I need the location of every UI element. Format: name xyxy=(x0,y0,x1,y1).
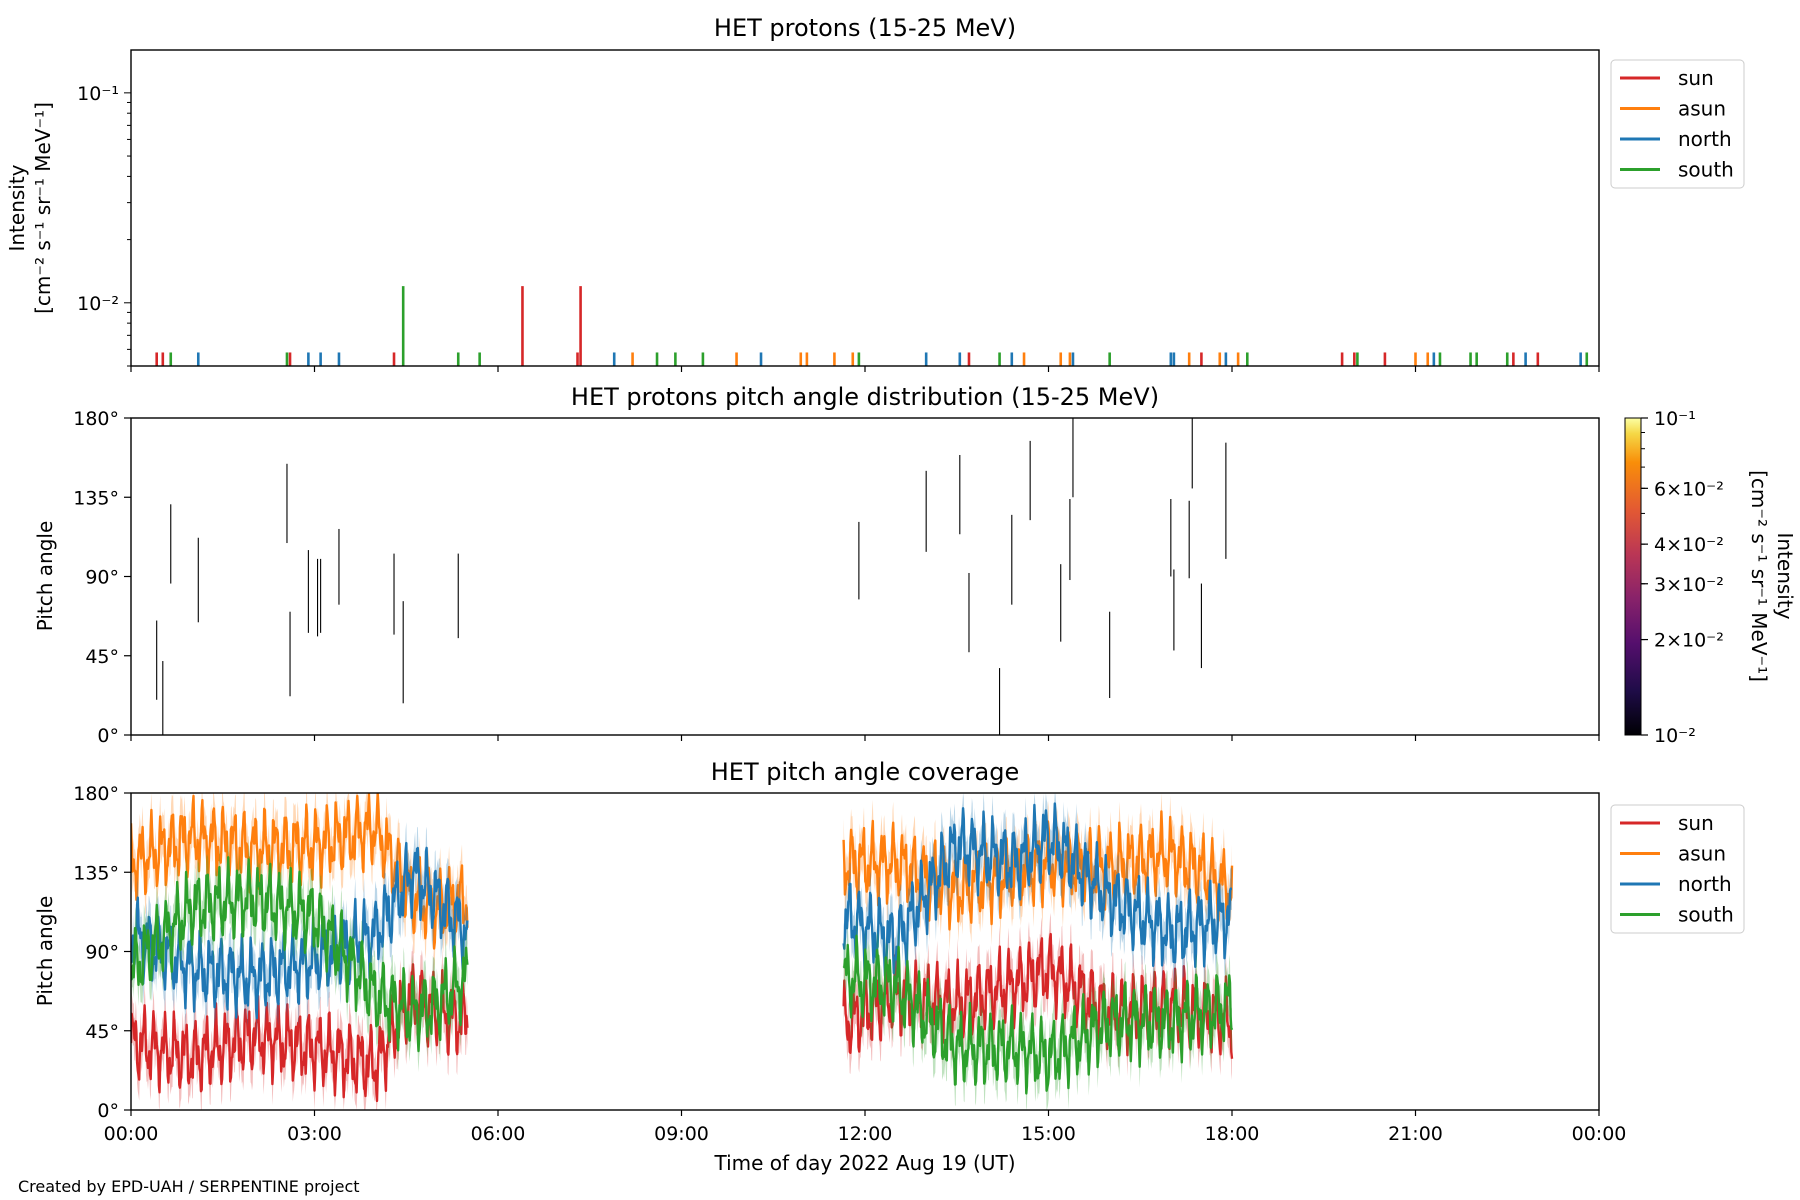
legend-label-south: south xyxy=(1678,158,1734,182)
x-tick-label: 00:00 xyxy=(1572,1123,1627,1145)
colorbar-ticks: 10⁻¹ 6×10⁻² 4×10⁻² 3×10⁻² 2×10⁻² 10⁻² xyxy=(1641,408,1724,747)
panel3-title: HET pitch angle coverage xyxy=(711,758,1019,786)
footer-credit: Created by EPD-UAH / SERPENTINE project xyxy=(18,1177,360,1196)
panel1-marks xyxy=(155,286,1589,366)
colorbar-tick-label: 10⁻¹ xyxy=(1654,408,1696,430)
x-tick-label: 03:00 xyxy=(287,1123,342,1145)
x-tick-label: 18:00 xyxy=(1205,1123,1260,1145)
x-axis-label: Time of day 2022 Aug 19 (UT) xyxy=(713,1151,1015,1175)
panel3-ylabel: Pitch angle xyxy=(33,896,57,1007)
colorbar-label-units: [cm⁻² s⁻¹ sr⁻¹ MeV⁻¹] xyxy=(1747,470,1771,682)
panel1-frame xyxy=(130,49,1600,367)
legend-box xyxy=(1610,804,1745,934)
legend-label-sun: sun xyxy=(1678,811,1714,835)
coverage-band-north xyxy=(131,822,468,1040)
panel1-ylabel-units: [cm⁻² s⁻¹ sr⁻¹ MeV⁻¹] xyxy=(31,102,55,314)
y-tick-label: 180° xyxy=(73,783,119,805)
colorbar-tick-label: 3×10⁻² xyxy=(1654,574,1724,596)
panel3-xticks: 00:00 03:00 06:00 09:00 12:00 15:00 18:00 21:00… xyxy=(104,1110,1627,1145)
panel3-yticks: 0° 45° 90° 135° 180° xyxy=(73,783,131,1122)
panel1-title: HET protons (15-25 MeV) xyxy=(714,14,1016,42)
x-tick-label: 09:00 xyxy=(654,1123,709,1145)
panel3-marks xyxy=(131,793,1234,1110)
y-tick-label: 90° xyxy=(85,567,119,589)
x-tick-label: 06:00 xyxy=(471,1123,526,1145)
x-tick-label: 12:00 xyxy=(838,1123,893,1145)
coverage-line-asun xyxy=(131,793,469,950)
y-tick-label: 45° xyxy=(85,1021,119,1043)
legend-box xyxy=(1610,59,1745,189)
legend-label-asun: asun xyxy=(1678,842,1726,866)
colorbar-tick-label: 2×10⁻² xyxy=(1654,630,1724,652)
panel1-yticks: 10⁻¹ 10⁻² xyxy=(77,83,131,367)
legend-label-north: north xyxy=(1678,127,1732,151)
y-tick-label: 45° xyxy=(85,646,119,668)
y-tick-label: 90° xyxy=(85,942,119,964)
colorbar-tick-label: 4×10⁻² xyxy=(1654,534,1724,556)
panel2-ylabel: Pitch angle xyxy=(33,521,57,632)
panel2-xticks xyxy=(130,735,1600,741)
coverage-line-south xyxy=(131,856,469,1053)
panel1-xticks xyxy=(130,366,1600,372)
panel2-marks xyxy=(156,418,1227,735)
x-tick-label: 15:00 xyxy=(1021,1123,1076,1145)
panel2-yticks: 0° 45° 90° 135° 180° xyxy=(73,408,131,747)
panel-intensity: HET protons (15-25 MeV) 10⁻¹ 10⁻² Intensi… xyxy=(5,14,1745,372)
panel1-ylabel-name: Intensity xyxy=(5,164,29,251)
panel-coverage: HET pitch angle coverage 0° 45° 90° 135° 180… xyxy=(33,758,1745,1145)
panel-pad: HET protons pitch angle distribution (15… xyxy=(33,383,1797,747)
y-tick-label: 10⁻¹ xyxy=(77,83,119,105)
x-tick-label: 00:00 xyxy=(104,1123,159,1145)
coverage-line-north xyxy=(131,841,469,1020)
colorbar-tick-label: 6×10⁻² xyxy=(1654,478,1724,500)
colorbar-label-name: Intensity xyxy=(1773,532,1797,619)
panel1-ylabel: Intensity [cm⁻² s⁻¹ sr⁻¹ MeV⁻¹] xyxy=(5,102,55,314)
y-tick-label: 180° xyxy=(73,408,119,430)
panel2-title: HET protons pitch angle distribution (15… xyxy=(571,383,1159,411)
legend-label-sun: sun xyxy=(1678,66,1714,90)
colorbar-label: Intensity [cm⁻² s⁻¹ sr⁻¹ MeV⁻¹] xyxy=(1747,470,1797,682)
legend-label-south: south xyxy=(1678,903,1734,927)
coverage-line-north xyxy=(842,802,1233,978)
panel1-legend: sun asun north south xyxy=(1610,59,1745,189)
panel2-frame xyxy=(130,417,1600,736)
y-tick-label: 10⁻² xyxy=(77,293,119,315)
y-tick-label: 135° xyxy=(73,862,119,884)
y-tick-label: 0° xyxy=(97,1100,119,1122)
panel3-legend: sun asun north south xyxy=(1610,804,1745,934)
colorbar xyxy=(1624,417,1642,736)
colorbar-tick-label: 10⁻² xyxy=(1654,725,1696,747)
coverage-line-asun xyxy=(842,810,1234,931)
x-tick-label: 21:00 xyxy=(1388,1123,1443,1145)
legend-label-asun: asun xyxy=(1678,97,1726,121)
y-tick-label: 135° xyxy=(73,487,119,509)
y-tick-label: 0° xyxy=(97,725,119,747)
legend-label-north: north xyxy=(1678,872,1732,896)
coverage-line-south xyxy=(842,934,1234,1095)
